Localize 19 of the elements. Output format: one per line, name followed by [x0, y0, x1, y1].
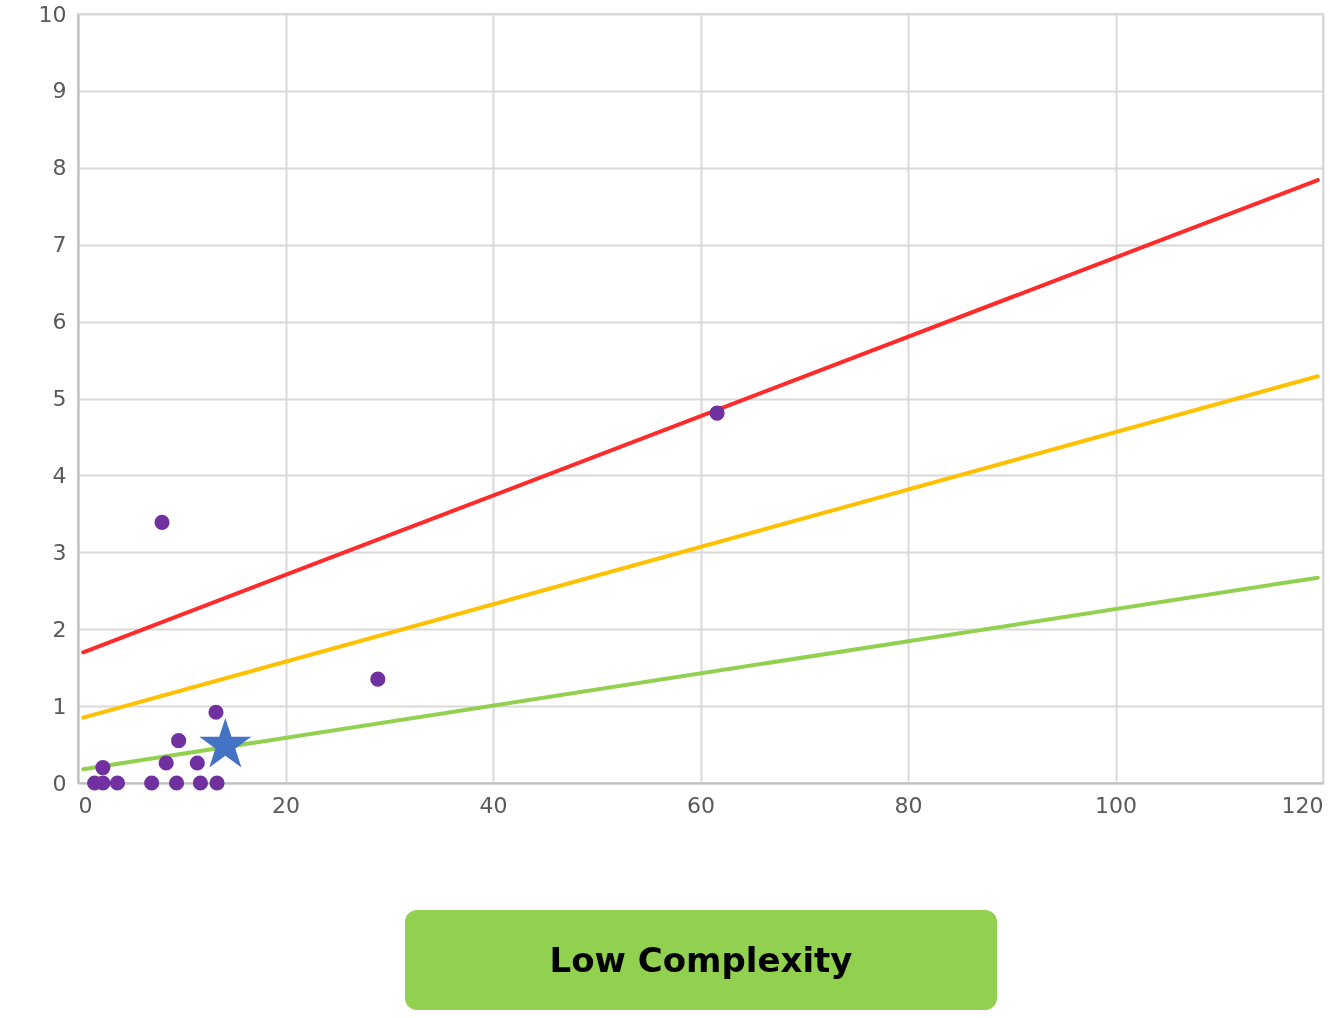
y-tick-label: 9 — [52, 78, 67, 104]
x-tick-label: 100 — [1095, 792, 1137, 818]
x-tick-label: 20 — [272, 792, 300, 818]
y-tick-label: 8 — [52, 155, 67, 181]
y-tick-label: 6 — [52, 309, 67, 335]
y-tick-label: 5 — [52, 386, 67, 411]
y-tick-label: 7 — [52, 232, 67, 258]
text: Low Complexity — [405, 910, 997, 1010]
y-tick-label: 0 — [52, 770, 67, 796]
y-tick-label: 2 — [52, 616, 67, 642]
y-tick-label: 10 — [38, 1, 67, 27]
x-tick-label: 40 — [479, 792, 508, 818]
x-tick-label: 60 — [687, 792, 715, 818]
x-tick-label: 0 — [78, 792, 93, 818]
y-tick-label: 3 — [52, 539, 67, 565]
y-tick-label: 4 — [52, 462, 67, 488]
x-tick-label: 120 — [1281, 792, 1324, 818]
y-tick-label: 1 — [52, 693, 67, 719]
x-tick-label: 80 — [894, 792, 923, 818]
